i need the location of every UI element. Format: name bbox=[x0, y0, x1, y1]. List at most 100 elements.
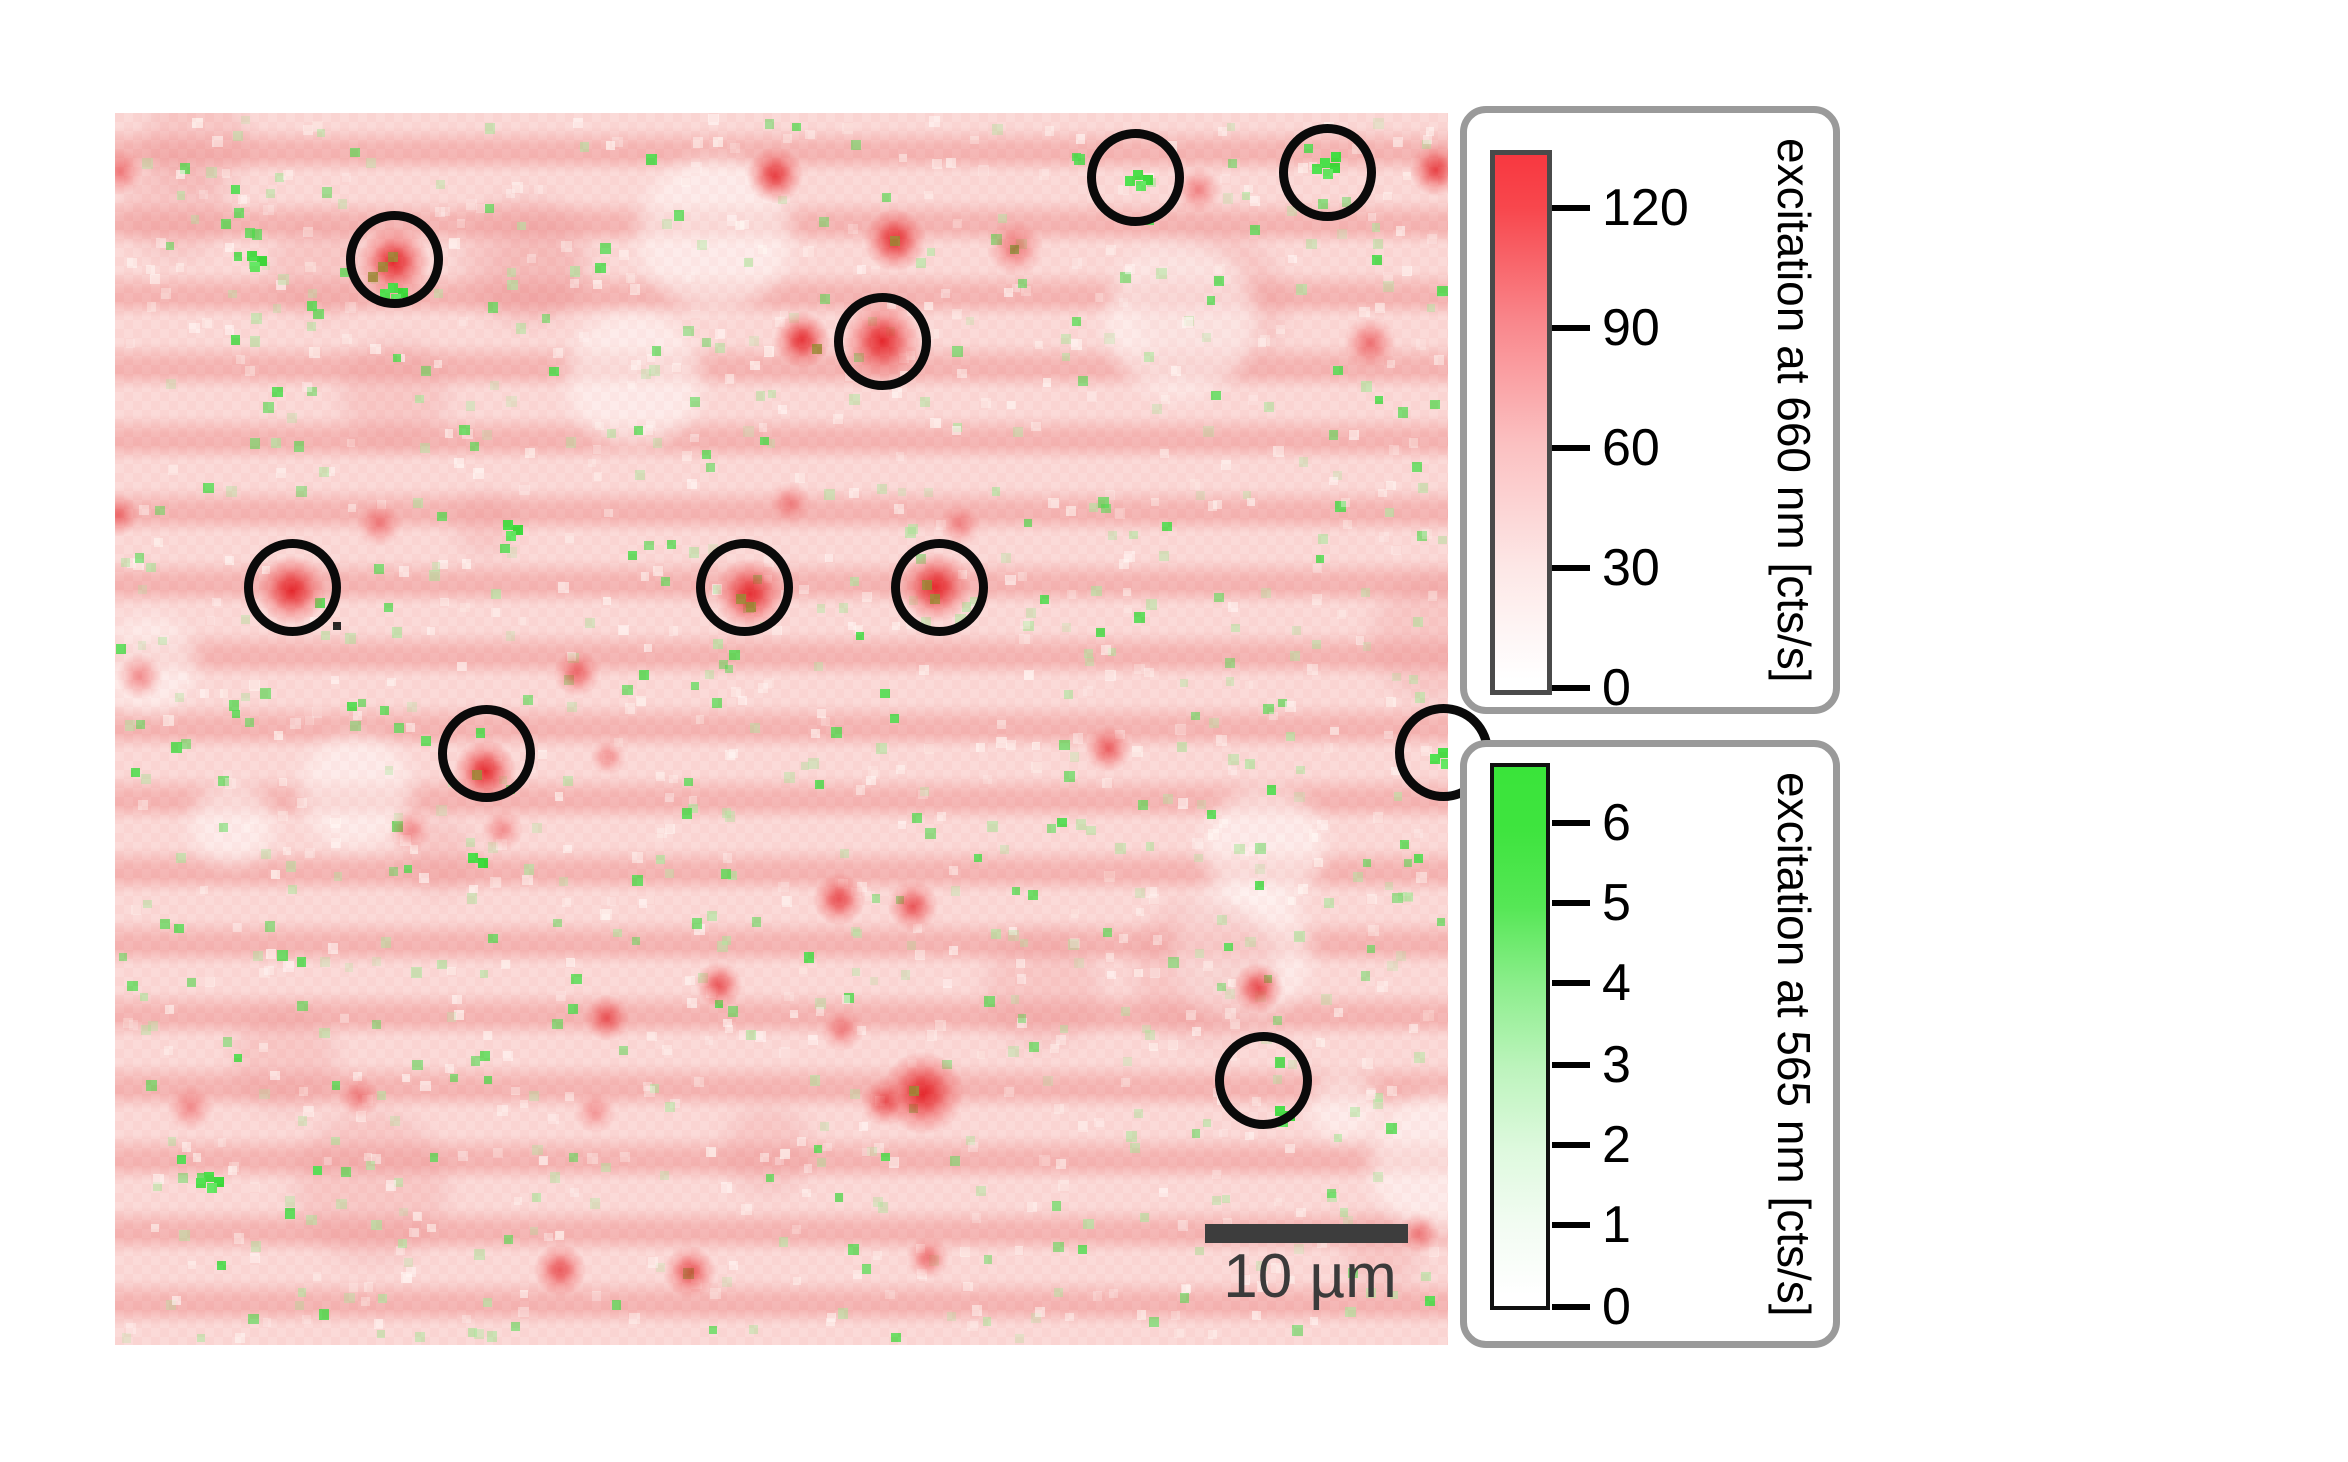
noise-speckle bbox=[1159, 551, 1170, 562]
noise-speckle bbox=[691, 918, 703, 929]
noise-speckle bbox=[1017, 1014, 1027, 1023]
noise-speckle bbox=[1413, 853, 1423, 863]
noise-speckle bbox=[1174, 1328, 1184, 1339]
noise-speckle bbox=[284, 1208, 296, 1219]
noise-speckle bbox=[421, 366, 432, 377]
noise-speckle bbox=[1119, 297, 1129, 308]
noise-speckle bbox=[881, 193, 891, 203]
noise-speckle bbox=[199, 688, 210, 699]
noise-speckle bbox=[673, 209, 685, 221]
noise-speckle bbox=[1020, 286, 1032, 297]
noise-speckle bbox=[318, 1308, 330, 1320]
noise-speckle bbox=[977, 1050, 986, 1059]
noise-speckle bbox=[1125, 264, 1136, 274]
noise-speckle bbox=[415, 394, 424, 403]
noise-speckle bbox=[180, 738, 192, 749]
noise-speckle bbox=[1289, 651, 1300, 662]
noise-speckle bbox=[1180, 678, 1189, 687]
noise-speckle bbox=[708, 1326, 717, 1335]
noise-speckle bbox=[1233, 843, 1245, 855]
noise-speckle bbox=[652, 438, 662, 448]
noise-speckle bbox=[1103, 871, 1115, 883]
noise-speckle bbox=[655, 855, 665, 865]
noise-speckle bbox=[1391, 545, 1402, 556]
noise-speckle bbox=[507, 279, 518, 291]
noise-speckle bbox=[1261, 588, 1272, 598]
noise-speckle bbox=[717, 941, 728, 952]
noise-speckle bbox=[362, 1095, 374, 1106]
noise-speckle bbox=[552, 347, 563, 358]
noise-speckle bbox=[694, 1077, 704, 1087]
noise-speckle bbox=[343, 1292, 355, 1304]
noise-speckle bbox=[1177, 1220, 1189, 1231]
noise-speckle bbox=[192, 117, 203, 128]
noise-speckle bbox=[1129, 530, 1138, 540]
noise-speckle bbox=[176, 170, 186, 180]
noise-speckle bbox=[1101, 778, 1112, 788]
noise-speckle bbox=[688, 795, 698, 805]
noise-speckle bbox=[266, 948, 277, 959]
noise-speckle bbox=[398, 1239, 408, 1249]
noise-speckle bbox=[721, 1181, 733, 1193]
noise-speckle bbox=[653, 565, 664, 576]
noise-speckle bbox=[277, 950, 288, 961]
noise-speckle bbox=[1437, 285, 1448, 297]
noise-speckle bbox=[1294, 791, 1305, 803]
noise-speckle bbox=[1225, 989, 1235, 999]
noise-speckle bbox=[218, 775, 229, 787]
noise-speckle bbox=[1161, 521, 1172, 532]
noise-speckle bbox=[1427, 234, 1438, 245]
noise-speckle bbox=[711, 697, 722, 708]
noise-speckle bbox=[765, 1173, 775, 1183]
noise-speckle bbox=[748, 335, 760, 347]
noise-speckle bbox=[178, 1230, 190, 1241]
noise-speckle bbox=[1323, 897, 1335, 908]
noise-speckle bbox=[1222, 193, 1234, 204]
noise-speckle bbox=[1056, 1034, 1067, 1045]
noise-speckle bbox=[1003, 1086, 1014, 1097]
noise-speckle bbox=[1340, 497, 1350, 507]
noise-speckle bbox=[1389, 444, 1400, 455]
noise-speckle bbox=[566, 957, 576, 967]
noise-speckle bbox=[1332, 471, 1342, 481]
noise-speckle bbox=[748, 1325, 758, 1335]
noise-speckle bbox=[601, 1162, 611, 1173]
noise-speckle bbox=[519, 485, 530, 496]
noise-speckle bbox=[1278, 698, 1287, 708]
noise-speckle bbox=[664, 793, 674, 803]
noise-speckle bbox=[897, 487, 907, 497]
red-emitter-spot bbox=[861, 1078, 909, 1126]
noise-speckle bbox=[1031, 741, 1040, 751]
noise-speckle bbox=[309, 346, 321, 358]
noise-speckle bbox=[1414, 691, 1426, 703]
noise-speckle bbox=[126, 258, 137, 269]
noise-speckle bbox=[1213, 499, 1222, 509]
noise-speckle bbox=[270, 870, 280, 880]
noise-speckle bbox=[946, 157, 957, 168]
noise-speckle bbox=[1216, 915, 1227, 926]
noise-speckle bbox=[970, 135, 979, 145]
noise-speckle bbox=[1214, 276, 1224, 286]
noise-speckle bbox=[1063, 689, 1074, 699]
noise-speckle bbox=[1216, 735, 1227, 747]
noise-speckle bbox=[929, 329, 940, 340]
noise-speckle bbox=[1194, 853, 1204, 863]
noise-speckle bbox=[1156, 268, 1167, 279]
noise-speckle bbox=[1086, 825, 1096, 835]
noise-speckle bbox=[585, 617, 596, 629]
noise-speckle bbox=[1426, 303, 1436, 313]
noise-speckle bbox=[731, 686, 742, 697]
noise-speckle bbox=[923, 488, 933, 497]
noise-speckle bbox=[462, 1314, 471, 1323]
noise-speckle bbox=[483, 1298, 493, 1308]
noise-speckle bbox=[379, 706, 390, 716]
noise-speckle bbox=[919, 396, 931, 408]
noise-speckle bbox=[1175, 724, 1187, 736]
noise-speckle bbox=[1365, 1090, 1376, 1101]
noise-speckle bbox=[223, 1037, 233, 1047]
noise-speckle bbox=[1245, 1131, 1254, 1140]
noise-speckle bbox=[638, 899, 648, 908]
noise-speckle bbox=[1211, 1196, 1222, 1206]
noise-speckle bbox=[1086, 391, 1097, 402]
noise-speckle bbox=[376, 499, 387, 510]
